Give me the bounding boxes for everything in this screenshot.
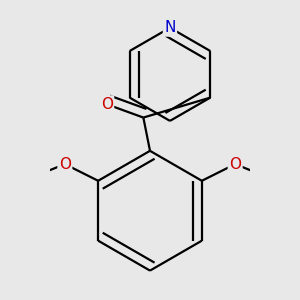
Text: O: O [229, 157, 241, 172]
Text: N: N [164, 20, 175, 35]
Text: O: O [59, 157, 71, 172]
Text: O: O [101, 97, 113, 112]
